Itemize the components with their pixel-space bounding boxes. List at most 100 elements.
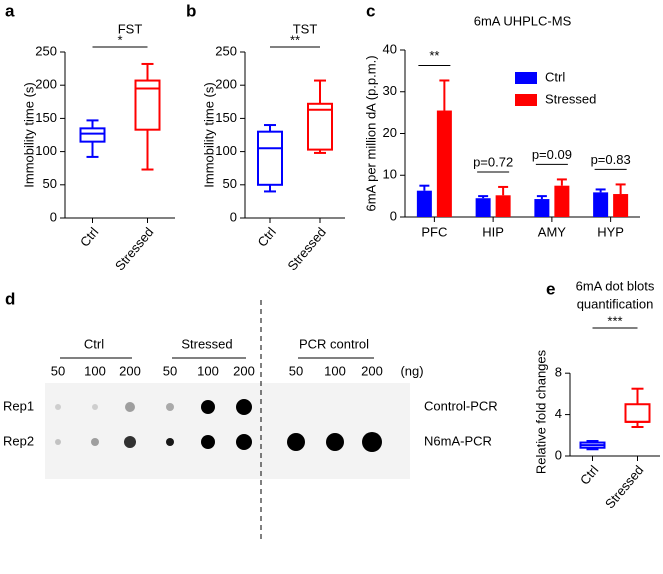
panel-letter: d	[5, 289, 15, 308]
y-tick-label: 200	[215, 77, 237, 92]
bar	[495, 195, 511, 217]
bar	[416, 190, 432, 217]
x-tick-label: HYP	[597, 224, 624, 239]
panel-letter: a	[5, 1, 15, 20]
y-tick-label: 0	[230, 209, 237, 224]
amount-label: 200	[361, 363, 383, 378]
bar	[593, 192, 609, 217]
y-tick-label: 10	[383, 167, 397, 182]
bar	[554, 185, 570, 217]
bar	[436, 110, 452, 217]
y-axis-label: 6mA per million dA (p.p.m.)	[363, 55, 378, 211]
x-tick-label: Ctrl	[577, 462, 602, 487]
significance: p=0.83	[591, 152, 631, 167]
row-label: Rep2	[3, 433, 34, 448]
amount-label: 50	[163, 363, 177, 378]
y-tick-label: 50	[223, 176, 237, 191]
y-tick-label: 100	[215, 143, 237, 158]
x-tick-label: HIP	[482, 224, 504, 239]
amount-label: 100	[84, 363, 106, 378]
bar	[475, 198, 491, 217]
blot-dot	[91, 438, 99, 446]
x-tick-label: Stressed	[112, 224, 156, 273]
x-tick-label: Ctrl	[77, 224, 102, 249]
group-label: PCR control	[299, 336, 369, 351]
y-tick-label: 20	[383, 125, 397, 140]
box	[134, 79, 161, 131]
blot-dot	[236, 399, 252, 415]
box	[624, 403, 651, 423]
x-tick-label: AMY	[538, 224, 567, 239]
blot-dot	[55, 404, 61, 410]
y-tick-label: 0	[555, 447, 562, 462]
y-tick-label: 40	[383, 41, 397, 56]
bar	[613, 194, 629, 217]
x-tick-label: PFC	[421, 224, 447, 239]
chart-title: 6mA UHPLC-MS	[474, 13, 572, 28]
y-tick-label: 4	[555, 406, 562, 421]
panel-letter: c	[366, 1, 375, 20]
significance: p=0.09	[532, 147, 572, 162]
amount-label: 200	[119, 363, 141, 378]
panel-letter: b	[186, 1, 196, 20]
y-axis-label: Immobility time (s)	[21, 82, 36, 187]
amount-label: 100	[324, 363, 346, 378]
x-tick-label: Ctrl	[254, 224, 279, 249]
y-tick-label: 200	[35, 77, 57, 92]
row-label-right: N6mA-PCR	[424, 433, 492, 448]
y-tick-label: 8	[555, 365, 562, 380]
group-label: Ctrl	[84, 336, 104, 351]
y-tick-label: 0	[50, 209, 57, 224]
amount-label: 50	[51, 363, 65, 378]
legend-swatch	[515, 94, 537, 106]
blot-dot	[201, 435, 215, 449]
blot-dot	[326, 433, 344, 451]
amount-label: 100	[197, 363, 219, 378]
blot-dot	[125, 402, 135, 412]
y-tick-label: 50	[43, 176, 57, 191]
chart-title: 6mA dot blots	[576, 278, 655, 293]
legend-swatch	[515, 72, 537, 84]
row-label-right: Control-PCR	[424, 398, 498, 413]
x-tick-label: Stressed	[602, 462, 646, 511]
blot-dot	[166, 403, 174, 411]
y-tick-label: 150	[215, 110, 237, 125]
chart-title: FST	[118, 21, 143, 36]
blot-dot	[236, 434, 252, 450]
blot-dot	[287, 433, 305, 451]
blot-dot	[201, 400, 215, 414]
significance: ***	[607, 313, 622, 328]
chart-title: TST	[293, 21, 318, 36]
unit-label: (ng)	[400, 363, 423, 378]
y-axis-label: Relative fold changes	[533, 349, 548, 474]
legend-label: Ctrl	[545, 69, 565, 84]
amount-label: 50	[289, 363, 303, 378]
chart-title: quantification	[577, 296, 654, 311]
blot-membrane	[45, 383, 410, 479]
group-label: Stressed	[181, 336, 232, 351]
significance: **	[290, 32, 300, 47]
blot-dot	[166, 438, 174, 446]
y-tick-label: 30	[383, 83, 397, 98]
blot-dot	[55, 439, 61, 445]
bar	[534, 199, 550, 217]
box	[307, 102, 333, 151]
y-tick-label: 250	[215, 43, 237, 58]
blot-dot	[124, 436, 136, 448]
y-axis-label: Immobility time (s)	[201, 82, 216, 187]
panel-letter: e	[546, 279, 555, 298]
blot-dot	[362, 432, 382, 452]
y-tick-label: 150	[35, 110, 57, 125]
significance: p=0.72	[473, 154, 513, 169]
y-tick-label: 250	[35, 43, 57, 58]
blot-dot	[92, 404, 98, 410]
row-label: Rep1	[3, 398, 34, 413]
amount-label: 200	[233, 363, 255, 378]
legend-label: Stressed	[545, 91, 596, 106]
box	[257, 130, 283, 186]
y-tick-label: 100	[35, 143, 57, 158]
x-tick-label: Stressed	[284, 224, 328, 273]
y-tick-label: 0	[390, 208, 397, 223]
box	[79, 127, 106, 143]
